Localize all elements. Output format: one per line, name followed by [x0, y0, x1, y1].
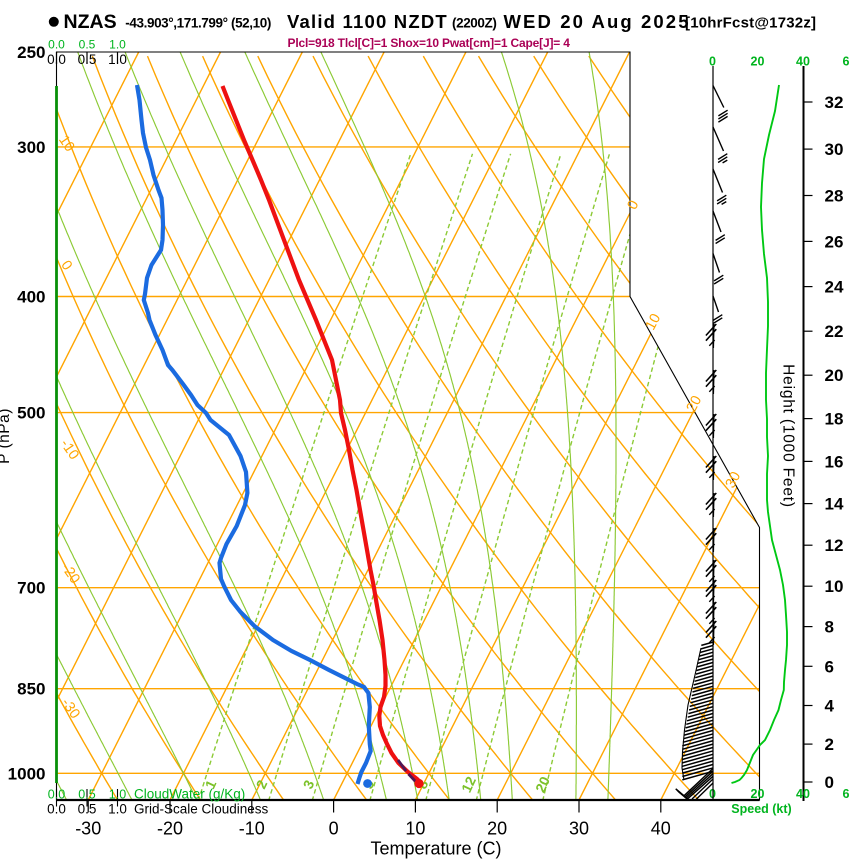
svg-text:NZAS: NZAS	[64, 11, 117, 33]
svg-text:(2200Z): (2200Z)	[452, 16, 496, 31]
svg-text:40: 40	[651, 819, 671, 839]
svg-text:300: 300	[17, 138, 45, 157]
svg-text:28: 28	[825, 187, 844, 206]
svg-text:-10: -10	[239, 819, 265, 839]
svg-text:2: 2	[825, 735, 834, 754]
svg-text:Grid-Scale Cloudiness: Grid-Scale Cloudiness	[134, 802, 269, 817]
svg-text:1.0: 1.0	[109, 788, 126, 802]
svg-text:10: 10	[643, 311, 665, 333]
svg-text:0.5: 0.5	[78, 52, 97, 67]
svg-text:6: 6	[825, 657, 834, 676]
svg-text:60: 60	[843, 787, 850, 801]
svg-text:0: 0	[709, 55, 716, 69]
svg-text:22: 22	[825, 322, 844, 341]
svg-text:Height (1000 Feet): Height (1000 Feet)	[780, 364, 797, 508]
svg-text:30: 30	[723, 469, 745, 491]
svg-text:26: 26	[825, 232, 844, 251]
svg-text:-20: -20	[157, 819, 183, 839]
svg-text:400: 400	[17, 288, 45, 307]
svg-text:Plcl=918 Tlcl[C]=1 Shox=10 Pwa: Plcl=918 Tlcl[C]=1 Shox=10 Pwat[cm]=1 Ca…	[288, 36, 571, 50]
svg-text:1000: 1000	[8, 764, 46, 783]
svg-text:40: 40	[796, 55, 810, 69]
svg-text:20: 20	[487, 819, 507, 839]
svg-text:250: 250	[17, 43, 45, 62]
svg-text:1.0: 1.0	[108, 52, 127, 67]
svg-text:0.0: 0.0	[47, 52, 66, 67]
svg-text:0.5: 0.5	[79, 38, 96, 52]
svg-text:18: 18	[825, 410, 844, 429]
svg-text:[10hrFcst@1732z]: [10hrFcst@1732z]	[685, 15, 816, 32]
svg-text:8: 8	[825, 618, 834, 637]
svg-text:60: 60	[843, 55, 850, 69]
svg-text:10: 10	[55, 133, 77, 155]
svg-text:20: 20	[751, 787, 765, 801]
svg-text:0.5: 0.5	[78, 788, 95, 802]
svg-text:32: 32	[825, 93, 844, 112]
svg-text:850: 850	[17, 680, 45, 699]
svg-text:1.0: 1.0	[109, 38, 126, 52]
svg-text:16: 16	[825, 452, 844, 471]
svg-text:10: 10	[825, 577, 844, 596]
svg-text:700: 700	[17, 579, 45, 598]
svg-text:Valid 1100 NZDT: Valid 1100 NZDT	[287, 11, 448, 32]
svg-text:20: 20	[825, 366, 844, 385]
svg-text:12: 12	[458, 774, 479, 795]
svg-text:30: 30	[825, 140, 844, 159]
svg-text:30: 30	[569, 819, 589, 839]
svg-text:0: 0	[329, 819, 339, 839]
svg-text:500: 500	[17, 404, 45, 423]
svg-text:-30: -30	[75, 819, 101, 839]
svg-text:WED 20 Aug 2025: WED 20 Aug 2025	[504, 11, 691, 32]
svg-text:0: 0	[825, 773, 834, 792]
svg-text:20: 20	[751, 55, 765, 69]
svg-text:10: 10	[405, 819, 425, 839]
svg-text:20: 20	[532, 774, 553, 795]
svg-text:20: 20	[684, 393, 706, 415]
svg-text:-43.903°,171.799° (52,10): -43.903°,171.799° (52,10)	[125, 16, 271, 31]
svg-text:24: 24	[825, 278, 844, 297]
svg-text:Speed (kt): Speed (kt)	[731, 802, 791, 816]
svg-text:CloudWater (g/Kg): CloudWater (g/Kg)	[134, 787, 245, 802]
svg-text:0.0: 0.0	[48, 38, 65, 52]
svg-text:14: 14	[825, 495, 844, 514]
svg-text:0.0: 0.0	[47, 802, 66, 817]
svg-text:40: 40	[796, 787, 810, 801]
svg-text:12: 12	[825, 536, 844, 555]
svg-text:4: 4	[825, 697, 835, 716]
svg-text:0.5: 0.5	[78, 802, 97, 817]
svg-text:1.0: 1.0	[108, 802, 127, 817]
svg-text:0.0: 0.0	[48, 788, 65, 802]
svg-text:P (hPa): P (hPa)	[0, 408, 13, 464]
svg-text:Temperature (C): Temperature (C)	[370, 839, 501, 859]
